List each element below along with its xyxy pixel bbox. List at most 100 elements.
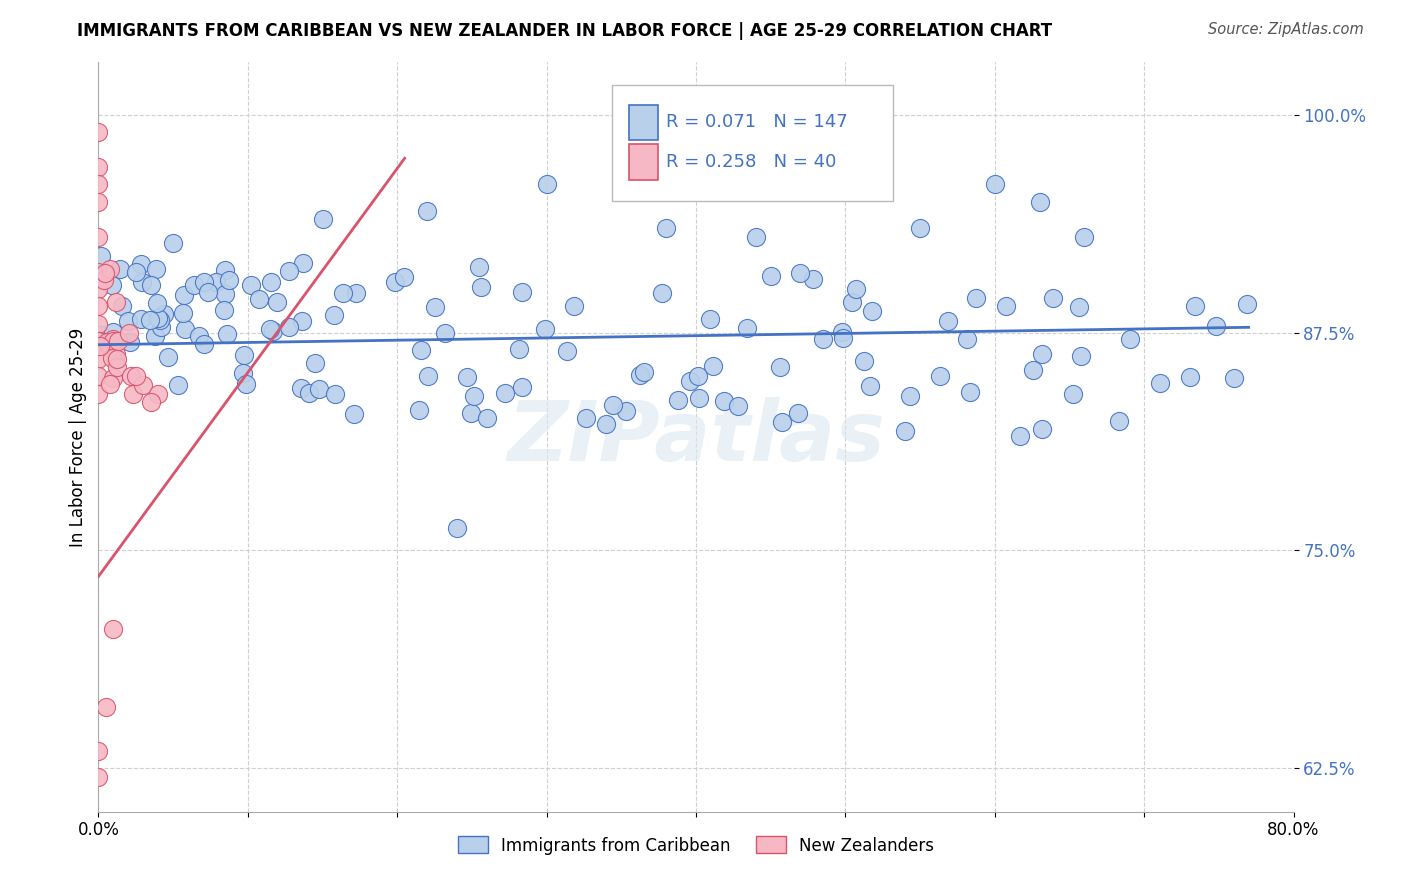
Point	[423, 300, 446, 314]
Point	[153, 307, 176, 321]
Point	[172, 306, 194, 320]
Point	[1008, 429, 1031, 443]
Point	[143, 328, 166, 343]
Point	[139, 312, 162, 326]
Point	[94, 266, 117, 280]
Point	[555, 344, 578, 359]
Point	[98, 376, 121, 391]
Point	[768, 359, 790, 374]
Point	[117, 326, 139, 340]
Point	[860, 304, 883, 318]
Point	[104, 346, 127, 360]
Point	[87, 334, 110, 349]
Point	[679, 375, 702, 389]
Point	[100, 277, 122, 292]
Point	[323, 309, 346, 323]
Point	[834, 160, 856, 174]
Point	[212, 302, 235, 317]
Point	[1073, 229, 1095, 244]
Point	[595, 417, 617, 431]
Point	[510, 285, 533, 300]
Point	[87, 351, 110, 366]
Point	[408, 402, 430, 417]
Point	[745, 229, 768, 244]
Point	[111, 300, 134, 314]
Point	[616, 403, 638, 417]
Point	[120, 369, 142, 384]
Point	[205, 275, 228, 289]
Point	[831, 325, 853, 339]
Point	[702, 359, 724, 374]
Point	[157, 350, 180, 364]
Text: R = 0.258   N = 40: R = 0.258 N = 40	[666, 153, 837, 171]
Point	[87, 125, 110, 139]
Point	[183, 278, 205, 293]
Point	[125, 369, 148, 384]
Point	[628, 368, 651, 382]
Point	[104, 294, 127, 309]
Point	[148, 313, 170, 327]
Point	[103, 352, 125, 367]
Point	[1108, 414, 1130, 428]
Point	[534, 322, 557, 336]
Text: IMMIGRANTS FROM CARIBBEAN VS NEW ZEALANDER IN LABOR FORCE | AGE 25-29 CORRELATIO: IMMIGRANTS FROM CARIBBEAN VS NEW ZEALAND…	[77, 22, 1053, 40]
Point	[247, 293, 270, 307]
Point	[803, 272, 825, 286]
Point	[859, 379, 882, 393]
Point	[686, 368, 709, 383]
Point	[1067, 301, 1090, 315]
Point	[311, 212, 333, 227]
Point	[898, 389, 921, 403]
Point	[87, 386, 110, 401]
Point	[87, 299, 110, 313]
Point	[995, 299, 1018, 313]
Point	[125, 265, 148, 279]
Point	[626, 143, 648, 157]
Point	[786, 406, 808, 420]
Point	[655, 221, 678, 235]
Point	[173, 288, 195, 302]
Point	[468, 260, 491, 274]
Point	[323, 387, 346, 401]
Point	[965, 291, 987, 305]
FancyBboxPatch shape	[613, 85, 893, 201]
Point	[118, 334, 141, 349]
Point	[1062, 387, 1084, 401]
Point	[107, 334, 129, 349]
Point	[101, 334, 124, 348]
Point	[87, 334, 110, 349]
Point	[215, 326, 238, 341]
Point	[89, 339, 111, 353]
Point	[908, 221, 931, 235]
Point	[131, 275, 153, 289]
Point	[1022, 363, 1045, 377]
Point	[1070, 349, 1092, 363]
Point	[266, 294, 288, 309]
Point	[145, 261, 167, 276]
Point	[90, 327, 112, 342]
Point	[90, 249, 112, 263]
Point	[122, 386, 145, 401]
Point	[770, 415, 793, 429]
Point	[167, 377, 190, 392]
Point	[394, 270, 416, 285]
Point	[139, 395, 162, 409]
Point	[959, 384, 981, 399]
Point	[1223, 371, 1246, 385]
Point	[101, 370, 124, 384]
Point	[1184, 299, 1206, 313]
Point	[197, 285, 219, 299]
Point	[146, 295, 169, 310]
Point	[290, 381, 312, 395]
Point	[470, 280, 492, 294]
Point	[344, 285, 367, 300]
Point	[384, 275, 406, 289]
Point	[845, 282, 868, 296]
Point	[239, 278, 262, 293]
Point	[713, 394, 735, 409]
Point	[233, 348, 256, 362]
Point	[146, 310, 169, 325]
Point	[96, 335, 118, 350]
Point	[1042, 291, 1064, 305]
Point	[87, 160, 110, 174]
